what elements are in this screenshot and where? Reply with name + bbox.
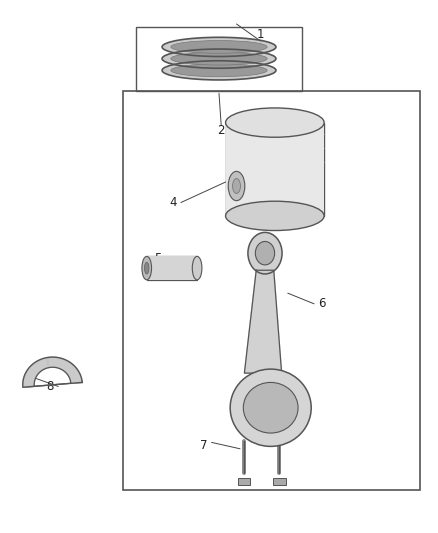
Ellipse shape	[226, 108, 324, 137]
Ellipse shape	[192, 256, 202, 280]
Ellipse shape	[233, 179, 240, 193]
Bar	[273, 478, 286, 485]
Ellipse shape	[226, 201, 324, 231]
Text: 4: 4	[169, 196, 177, 209]
Ellipse shape	[162, 49, 276, 68]
Ellipse shape	[171, 52, 267, 65]
Ellipse shape	[171, 41, 267, 53]
Bar	[123, 91, 420, 490]
Bar	[147, 256, 197, 280]
Text: 5: 5	[154, 252, 161, 265]
Text: 6: 6	[318, 297, 326, 310]
Ellipse shape	[255, 241, 275, 265]
Ellipse shape	[142, 256, 152, 280]
Ellipse shape	[228, 171, 245, 201]
Polygon shape	[244, 270, 282, 373]
Ellipse shape	[162, 61, 276, 80]
Ellipse shape	[162, 37, 276, 56]
Text: 1: 1	[257, 28, 265, 41]
Ellipse shape	[230, 369, 311, 447]
Ellipse shape	[243, 383, 298, 433]
Polygon shape	[23, 357, 82, 387]
Bar	[238, 478, 250, 485]
Text: 2: 2	[217, 124, 225, 137]
Text: 7: 7	[200, 439, 208, 451]
Ellipse shape	[171, 64, 267, 77]
Ellipse shape	[145, 262, 149, 274]
Bar	[136, 27, 302, 91]
Text: 8: 8	[47, 380, 54, 393]
Ellipse shape	[248, 232, 282, 274]
Bar	[226, 123, 324, 216]
